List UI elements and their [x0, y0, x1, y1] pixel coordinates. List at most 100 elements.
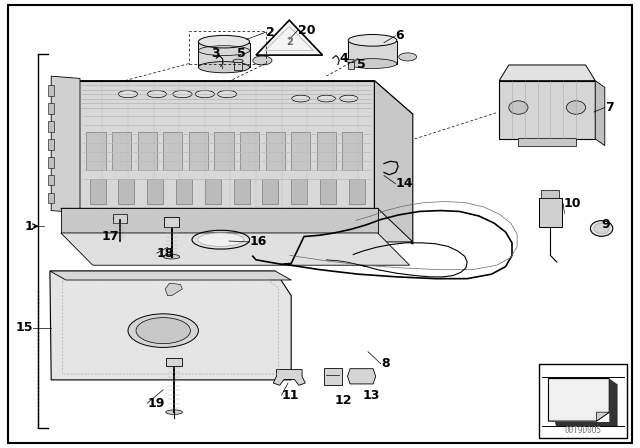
Polygon shape	[50, 271, 291, 280]
Polygon shape	[273, 370, 305, 385]
Bar	[342, 132, 362, 170]
Polygon shape	[165, 283, 182, 296]
Bar	[234, 62, 242, 70]
Ellipse shape	[198, 35, 250, 48]
Bar	[539, 364, 627, 438]
Bar	[320, 179, 336, 204]
Bar	[348, 62, 354, 69]
Ellipse shape	[198, 233, 244, 246]
Bar	[48, 103, 54, 114]
Bar	[205, 179, 221, 204]
Polygon shape	[51, 76, 80, 213]
Text: 5: 5	[237, 47, 246, 60]
Ellipse shape	[195, 90, 214, 98]
Bar	[291, 179, 307, 204]
Text: 7: 7	[605, 101, 614, 114]
Polygon shape	[595, 81, 605, 146]
Polygon shape	[596, 412, 609, 421]
Text: 1: 1	[24, 220, 33, 233]
Bar	[48, 85, 54, 96]
Bar	[147, 179, 163, 204]
Text: 16: 16	[250, 235, 267, 249]
Bar	[48, 121, 54, 132]
Polygon shape	[50, 271, 291, 380]
Bar	[240, 132, 259, 170]
Bar	[349, 179, 365, 204]
Bar	[90, 179, 106, 204]
Ellipse shape	[218, 90, 237, 98]
Ellipse shape	[594, 223, 609, 234]
Polygon shape	[374, 81, 413, 244]
Ellipse shape	[173, 90, 192, 98]
Text: 18: 18	[157, 246, 174, 260]
Text: 10: 10	[563, 197, 580, 211]
Text: 12: 12	[334, 394, 351, 407]
Ellipse shape	[348, 59, 397, 69]
Ellipse shape	[163, 254, 180, 259]
Ellipse shape	[292, 95, 310, 102]
Polygon shape	[499, 65, 595, 81]
Ellipse shape	[509, 101, 528, 114]
Bar	[266, 132, 285, 170]
Ellipse shape	[590, 221, 613, 237]
Text: 2: 2	[266, 26, 275, 39]
Bar	[176, 179, 192, 204]
Polygon shape	[348, 41, 397, 64]
Ellipse shape	[136, 318, 191, 344]
Ellipse shape	[399, 53, 417, 61]
Polygon shape	[555, 379, 618, 426]
Text: 5: 5	[357, 58, 366, 72]
Bar	[166, 358, 182, 366]
Bar	[118, 179, 134, 204]
Ellipse shape	[317, 95, 335, 102]
Text: 6: 6	[396, 29, 404, 43]
Bar	[262, 179, 278, 204]
Polygon shape	[499, 81, 595, 139]
Text: 17: 17	[101, 230, 118, 243]
Bar	[48, 139, 54, 150]
Text: 13: 13	[363, 388, 380, 402]
Text: 9: 9	[602, 217, 610, 231]
Bar	[138, 132, 157, 170]
Bar	[214, 132, 234, 170]
Ellipse shape	[198, 61, 250, 73]
Text: 19: 19	[147, 396, 164, 410]
Bar	[163, 132, 182, 170]
Ellipse shape	[253, 56, 272, 65]
Ellipse shape	[128, 314, 198, 348]
Ellipse shape	[348, 34, 397, 46]
Polygon shape	[548, 379, 609, 421]
Ellipse shape	[340, 95, 358, 102]
Bar	[48, 175, 54, 185]
Polygon shape	[77, 81, 374, 211]
Text: 4: 4	[339, 52, 348, 65]
Text: 20: 20	[298, 24, 315, 37]
Bar	[113, 214, 127, 223]
Polygon shape	[61, 233, 410, 265]
Ellipse shape	[566, 101, 586, 114]
Bar	[539, 198, 562, 227]
Polygon shape	[348, 369, 376, 384]
Bar	[112, 132, 131, 170]
Ellipse shape	[113, 216, 127, 221]
Bar	[189, 132, 208, 170]
Bar	[86, 132, 106, 170]
Polygon shape	[256, 20, 323, 55]
Text: 8: 8	[381, 357, 389, 370]
Text: 2: 2	[286, 37, 292, 47]
Text: 15: 15	[16, 321, 33, 335]
Bar	[317, 132, 336, 170]
Bar	[48, 193, 54, 203]
Polygon shape	[198, 43, 250, 67]
Bar	[541, 190, 559, 198]
Text: 14: 14	[396, 177, 413, 190]
Text: 00T9D0U5: 00T9D0U5	[564, 426, 602, 435]
Bar	[234, 179, 250, 204]
Text: 11: 11	[282, 388, 299, 402]
Polygon shape	[61, 208, 413, 242]
Text: 3: 3	[211, 47, 220, 60]
Polygon shape	[61, 208, 378, 233]
Ellipse shape	[147, 90, 166, 98]
Ellipse shape	[346, 60, 355, 62]
Ellipse shape	[233, 59, 243, 63]
